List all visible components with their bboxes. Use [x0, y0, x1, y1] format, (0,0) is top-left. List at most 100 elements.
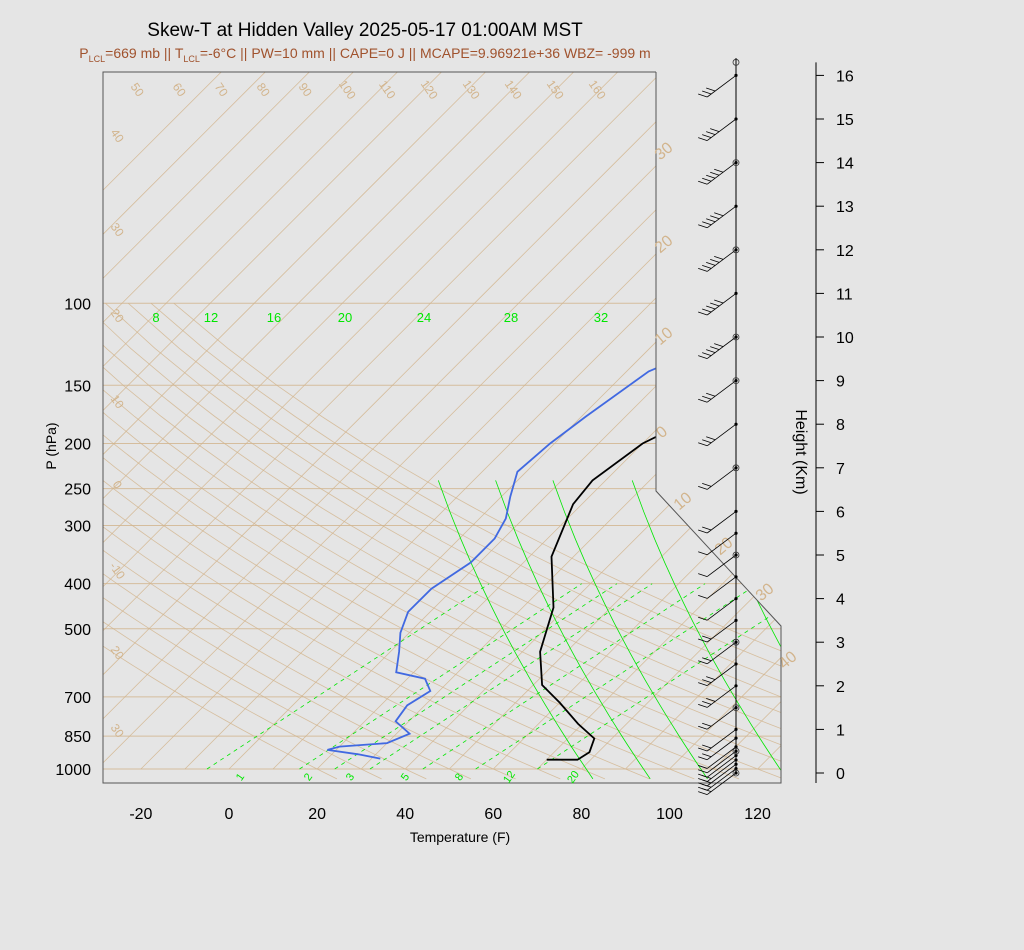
height-tick-label: 9 [836, 374, 845, 391]
mixing-ratio-line [334, 583, 618, 770]
wind-barb-flag [698, 769, 708, 774]
wind-barb-flag [698, 616, 708, 621]
wind-barb-staff [706, 75, 737, 98]
dry-adiabat [103, 303, 472, 780]
barb-level-dot [734, 640, 738, 644]
wind-barb-staff [706, 576, 737, 599]
wind-barb-flag [702, 753, 712, 758]
wind-barb-flag [710, 259, 720, 263]
wind-barb-flag [698, 782, 708, 787]
height-tick-label: 11 [836, 286, 853, 303]
wind-barb-flag [702, 701, 712, 705]
wind-barb-staff [706, 554, 737, 577]
pressure-tick-label: 850 [64, 729, 91, 746]
wind-barb-flag [706, 392, 716, 397]
barb-level-dot [734, 575, 738, 579]
wind-barb-flag [698, 224, 708, 229]
barb-level-ring [732, 159, 740, 167]
mixing-ratio-bottom-label: 1 [234, 771, 247, 783]
wind-barb-staff [706, 729, 737, 752]
isotherm-line [625, 72, 781, 770]
dry-adiabat [103, 303, 781, 780]
wind-barb-staff [706, 768, 737, 791]
wind-barb-flag [706, 87, 716, 92]
barb-level-dot [734, 466, 738, 470]
mixing-ratio-label: 24 [417, 310, 431, 325]
mixing-ratio-label: 32 [594, 310, 608, 325]
barb-level-dot [734, 758, 738, 762]
y-axis-label: P (hPa) [43, 422, 59, 469]
temperature-tick-label: 40 [396, 806, 414, 823]
wind-barb-flag [706, 262, 716, 266]
wind-barb-flag [698, 660, 708, 665]
mixing-ratio-label: 8 [152, 310, 159, 325]
mixing-ratio-bottom-label: 20 [565, 769, 582, 786]
pressure-tick-label: 700 [64, 690, 91, 707]
isotherm-line [103, 72, 602, 770]
isotherm-line [103, 72, 470, 770]
temperature-tick-label: 100 [656, 806, 683, 823]
wind-barb-staff [706, 620, 737, 643]
wind-barb-flag [698, 778, 708, 782]
wind-barb-flag [714, 299, 724, 304]
wind-barb-flag [698, 529, 708, 534]
wind-barb-staff [706, 532, 737, 556]
wind-barb-staff [706, 663, 737, 686]
dry-adiabat [150, 302, 781, 780]
wind-barb-flag [698, 573, 708, 577]
moist-adiabat [552, 480, 708, 780]
dry-adiabat [103, 303, 781, 780]
wind-barb-flag [702, 744, 712, 749]
mixing-ratio-label: 28 [504, 310, 518, 325]
wind-barb-flag [698, 595, 708, 599]
dry-adiabat [103, 303, 781, 780]
dry-adiabat [103, 303, 740, 780]
isotherm-line [493, 72, 781, 770]
dry-adiabat [103, 303, 606, 780]
pressure-tick-label: 1000 [55, 762, 91, 779]
wind-barb-staff [706, 641, 737, 665]
wind-barb-flag [698, 638, 708, 643]
wind-barb-staff [706, 746, 737, 769]
isotherm-line [103, 72, 734, 770]
wind-barb-flag [698, 725, 708, 730]
height-tick-label: 4 [836, 592, 845, 609]
dry-adiabat [103, 303, 382, 780]
chart-title: Skew-T at Hidden Valley 2025-05-17 01:00… [147, 20, 583, 41]
barb-level-dot [734, 706, 738, 710]
pressure-tick-label: 250 [64, 482, 91, 499]
wind-barb-flag [702, 308, 712, 313]
wind-barb-flag [714, 256, 724, 260]
barb-level-dot [734, 117, 738, 121]
moist-adiabat [883, 480, 1024, 779]
temperature-tick-label: 80 [573, 806, 591, 823]
wind-barb-flag [710, 302, 720, 307]
wind-barb-staff [706, 763, 737, 787]
mixing-ratio-line [369, 583, 653, 770]
height-tick-label: 7 [836, 461, 845, 478]
wind-barb-flag [706, 131, 716, 135]
wind-barb-flag [710, 128, 720, 132]
wind-barb-flag [714, 343, 724, 347]
isotherm-line [103, 72, 294, 770]
wind-barb-flag [706, 174, 716, 179]
wind-barb-flag [698, 704, 708, 708]
wind-barb-staff [706, 750, 737, 774]
height-tick-label: 15 [836, 112, 854, 129]
pressure-tick-label: 500 [64, 622, 91, 639]
wind-barb-flag [698, 268, 708, 272]
wind-barb-flag [698, 551, 708, 556]
barb-level-dot [734, 762, 738, 766]
dry-adiabat [103, 303, 781, 780]
height-axis-label: Height (Km) [792, 409, 809, 494]
mixing-ratio-line [206, 583, 490, 770]
wind-barb-flag [702, 657, 712, 662]
t-lcl-value: -6°C [208, 45, 237, 61]
barb-level-dot [734, 291, 738, 295]
barb-level-dot [734, 379, 738, 383]
wbz-value: WBZ= -999 m [563, 45, 651, 61]
height-tick-label: 1 [836, 722, 845, 739]
wind-barb-flag [710, 215, 720, 220]
barb-level-dot [734, 771, 738, 775]
pressure-tick-label: 200 [64, 436, 91, 453]
